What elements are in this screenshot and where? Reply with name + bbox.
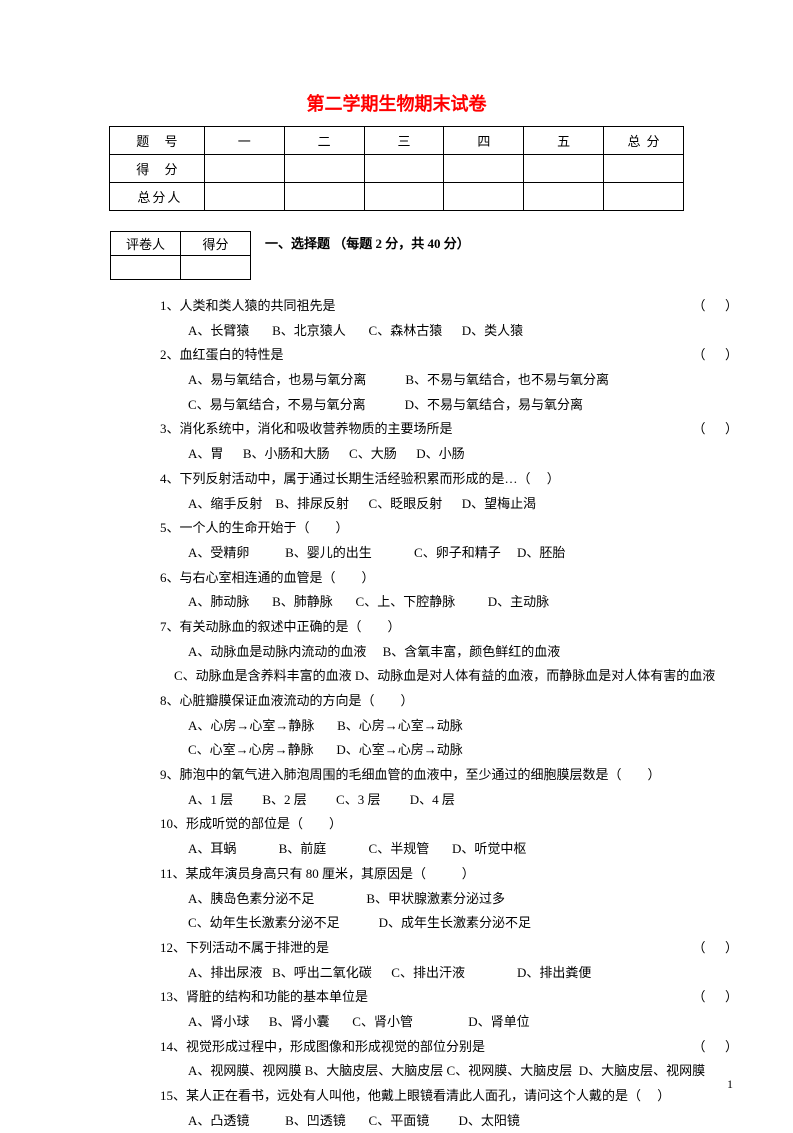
options: A、视网膜、视网膜 B、大脑皮层、大脑皮层 C、视网膜、大脑皮层 D、大脑皮层、…	[160, 1059, 738, 1084]
empty-cell	[444, 183, 524, 211]
header-cell: 四	[444, 127, 524, 155]
options: A、肺动脉 B、肺静脉 C、上、下腔静脉 D、主动脉	[160, 590, 738, 615]
grader-block: 评卷人得分 一、选择题 （每题 2 分，共 40 分）	[110, 231, 738, 280]
empty-cell	[524, 155, 604, 183]
question-2: 2、血红蛋白的特性是（ ）	[160, 343, 738, 368]
options: A、凸透镜 B、凹透镜 C、平面镜 D、太阳镜	[160, 1109, 738, 1133]
table-row: 题 号 一 二 三 四 五 总分	[110, 127, 684, 155]
options: A、肾小球 B、肾小囊 C、肾小管 D、肾单位	[160, 1010, 738, 1035]
empty-cell	[204, 155, 284, 183]
answer-paren: （ ）	[692, 417, 738, 442]
header-cell: 题 号	[110, 127, 205, 155]
answer-paren: （ ）	[692, 936, 738, 961]
grader-table: 评卷人得分	[110, 231, 251, 280]
empty-cell	[284, 155, 364, 183]
options: C、易与氧结合，不易与氧分离 D、不易与氧结合，易与氧分离	[160, 393, 738, 418]
question-13: 13、肾脏的结构和功能的基本单位是（ ）	[160, 985, 738, 1010]
question-7: 7、有关动脉血的叙述中正确的是（ ）	[160, 615, 738, 640]
options: A、1 层 B、2 层 C、3 层 D、4 层	[160, 788, 738, 813]
empty-cell	[204, 183, 284, 211]
empty-cell	[111, 256, 181, 280]
question-8: 8、心脏瓣膜保证血液流动的方向是（ ）	[160, 689, 738, 714]
empty-cell	[284, 183, 364, 211]
row-label: 总分人	[110, 183, 205, 211]
empty-cell	[604, 183, 684, 211]
question-1: 1、人类和类人猿的共同祖先是（ ）	[160, 294, 738, 319]
answer-paren: （ ）	[692, 343, 738, 368]
empty-cell	[181, 256, 251, 280]
page-number: 1	[727, 1077, 733, 1092]
empty-cell	[364, 155, 444, 183]
header-cell: 三	[364, 127, 444, 155]
options: A、心房→心室→静脉 B、心房→心室→动脉	[160, 714, 738, 739]
question-9: 9、肺泡中的氧气进入肺泡周围的毛细血管的血液中，至少通过的细胞膜层数是（ ）	[160, 763, 738, 788]
page-title: 第二学期生物期末试卷	[55, 90, 738, 116]
question-12: 12、下列活动不属于排泄的是（ ）	[160, 936, 738, 961]
options: A、胃 B、小肠和大肠 C、大肠 D、小肠	[160, 442, 738, 467]
question-6: 6、与右心室相连通的血管是（ ）	[160, 566, 738, 591]
options: A、缩手反射 B、排尿反射 C、眨眼反射 D、望梅止渴	[160, 492, 738, 517]
grader-col1: 评卷人	[111, 232, 181, 256]
options: A、易与氧结合，也易与氧分离 B、不易与氧结合，也不易与氧分离	[160, 368, 738, 393]
question-11: 11、某成年演员身高只有 80 厘米，其原因是（ ）	[160, 862, 738, 887]
options: A、耳蜗 B、前庭 C、半规管 D、听觉中枢	[160, 837, 738, 862]
table-row: 得 分	[110, 155, 684, 183]
empty-cell	[604, 155, 684, 183]
question-14: 14、视觉形成过程中，形成图像和形成视觉的部位分别是（ ）	[160, 1035, 738, 1060]
options: A、排出尿液 B、呼出二氧化碳 C、排出汗液 D、排出粪便	[160, 961, 738, 986]
options: A、动脉血是动脉内流动的血液 B、含氧丰富，颜色鲜红的血液	[160, 640, 738, 665]
question-4: 4、下列反射活动中，属于通过长期生活经验积累而形成的是…（ ）	[160, 467, 738, 492]
options: C、动脉血是含养料丰富的血液 D、动脉血是对人体有益的血液，而静脉血是对人体有害…	[160, 664, 738, 689]
table-row: 总分人	[110, 183, 684, 211]
options: A、胰岛色素分泌不足 B、甲状腺激素分泌过多	[160, 887, 738, 912]
empty-cell	[364, 183, 444, 211]
questions-content: 1、人类和类人猿的共同祖先是（ ） A、长臂猿 B、北京猿人 C、森林古猿 D、…	[160, 294, 738, 1133]
answer-paren: （ ）	[692, 294, 738, 319]
header-cell: 总分	[604, 127, 684, 155]
options: C、心室→心房→静脉 D、心室→心房→动脉	[160, 738, 738, 763]
header-cell: 二	[284, 127, 364, 155]
question-10: 10、形成听觉的部位是（ ）	[160, 812, 738, 837]
question-3: 3、消化系统中，消化和吸收营养物质的主要场所是（ ）	[160, 417, 738, 442]
empty-cell	[524, 183, 604, 211]
header-cell: 一	[204, 127, 284, 155]
answer-paren: （ ）	[692, 985, 738, 1010]
grader-col2: 得分	[181, 232, 251, 256]
answer-paren: （ ）	[692, 1035, 738, 1060]
options: C、幼年生长激素分泌不足 D、成年生长激素分泌不足	[160, 911, 738, 936]
options: A、受精卵 B、婴儿的出生 C、卵子和精子 D、胚胎	[160, 541, 738, 566]
score-table: 题 号 一 二 三 四 五 总分 得 分 总分人	[109, 126, 684, 211]
header-cell: 五	[524, 127, 604, 155]
options: A、长臂猿 B、北京猿人 C、森林古猿 D、类人猿	[160, 319, 738, 344]
question-15: 15、某人正在看书，远处有人叫他，他戴上眼镜看清此人面孔，请问这个人戴的是（ ）	[160, 1084, 738, 1109]
empty-cell	[444, 155, 524, 183]
question-5: 5、一个人的生命开始于（ ）	[160, 516, 738, 541]
section-title: 一、选择题 （每题 2 分，共 40 分）	[265, 231, 470, 252]
row-label: 得 分	[110, 155, 205, 183]
